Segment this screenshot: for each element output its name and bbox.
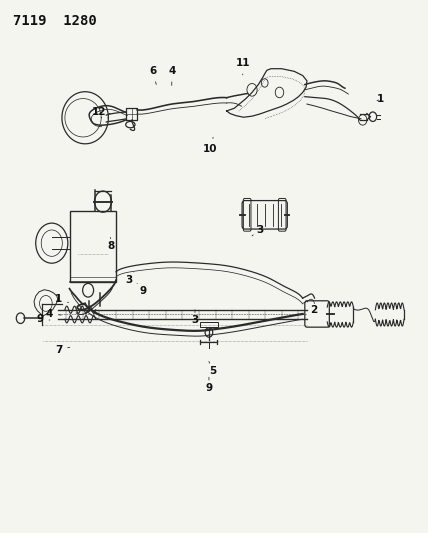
Text: 3: 3 [125, 272, 134, 285]
Text: 8: 8 [107, 238, 114, 252]
Text: 12: 12 [92, 108, 110, 117]
Text: 10: 10 [202, 138, 217, 154]
Text: 1: 1 [377, 94, 384, 104]
Text: 4: 4 [45, 309, 61, 319]
Text: 11: 11 [235, 59, 250, 75]
Text: 9: 9 [137, 284, 147, 296]
Text: 9: 9 [205, 377, 212, 393]
Text: 6: 6 [149, 66, 156, 85]
Text: 4: 4 [168, 66, 175, 85]
Text: 3: 3 [252, 224, 263, 236]
Text: 3: 3 [191, 310, 199, 325]
Text: 7: 7 [55, 345, 70, 355]
Text: 2: 2 [307, 301, 317, 315]
Text: 1: 1 [55, 294, 68, 304]
Text: 9: 9 [36, 314, 50, 324]
Text: 5: 5 [209, 361, 217, 376]
Text: 7119  1280: 7119 1280 [13, 14, 97, 28]
